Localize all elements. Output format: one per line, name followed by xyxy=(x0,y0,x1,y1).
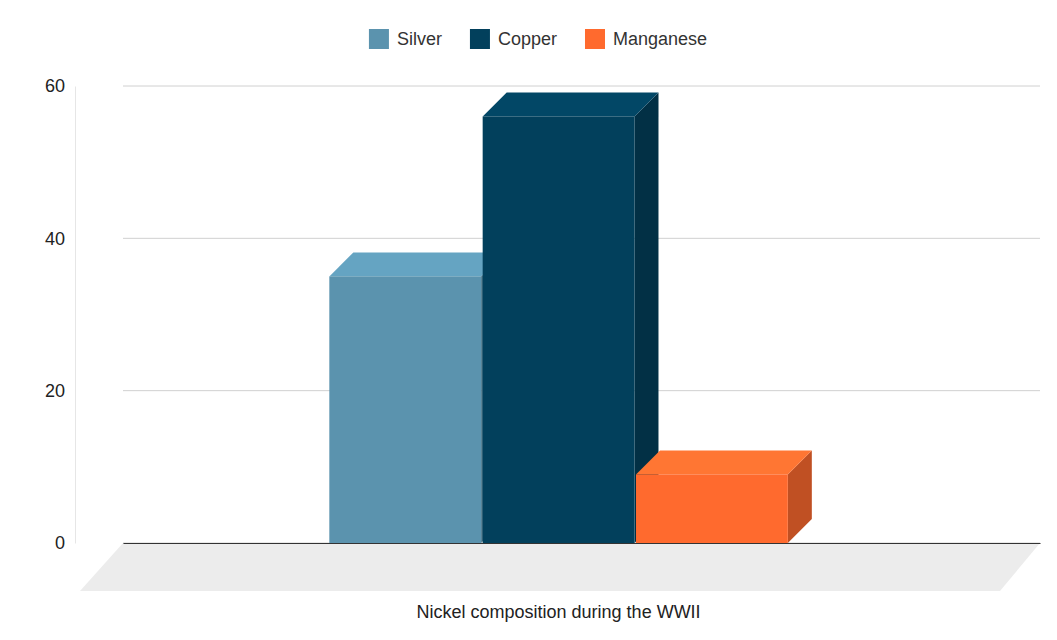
legend-label: Silver xyxy=(397,29,442,49)
legend-item: Silver xyxy=(369,29,442,49)
bar-top xyxy=(636,450,812,474)
legend-item: Copper xyxy=(470,29,557,49)
x-tick: Nickel composition during the WWII xyxy=(417,543,701,622)
x-axis-line xyxy=(124,543,1041,544)
y-tick-label: 60 xyxy=(45,76,65,96)
chart-container: 0 20 40 60 Nickel composition during the WWI… xyxy=(0,0,1057,640)
bar-top xyxy=(483,92,659,116)
legend-label: Manganese xyxy=(613,29,707,49)
y-tick: 0 xyxy=(55,533,75,553)
y-axis: 0 20 40 60 xyxy=(45,76,76,553)
y-tick: 60 xyxy=(45,76,75,96)
bar xyxy=(329,276,481,543)
bar xyxy=(483,116,635,543)
x-axis: Nickel composition during the WWII xyxy=(124,543,1041,622)
floor xyxy=(80,543,1040,591)
y-tick: 20 xyxy=(45,381,75,401)
legend: Silver Copper Manganese xyxy=(369,29,707,49)
y-tick: 40 xyxy=(45,229,75,249)
legend-swatch xyxy=(470,29,490,49)
bar xyxy=(636,474,788,543)
y-tick-label: 0 xyxy=(55,533,65,553)
y-axis-line xyxy=(75,87,76,544)
legend-item: Manganese xyxy=(585,29,707,49)
bars xyxy=(329,92,812,543)
grid xyxy=(123,86,1040,543)
legend-swatch xyxy=(369,29,389,49)
y-tick-label: 20 xyxy=(45,381,65,401)
legend-swatch xyxy=(585,29,605,49)
chart: 0 20 40 60 Nickel composition during the WWI… xyxy=(0,0,1057,640)
legend-label: Copper xyxy=(498,29,557,49)
y-tick-label: 40 xyxy=(45,229,65,249)
x-tick-label: Nickel composition during the WWII xyxy=(417,602,701,622)
grid-line xyxy=(123,86,1040,87)
bar-top xyxy=(329,252,505,276)
